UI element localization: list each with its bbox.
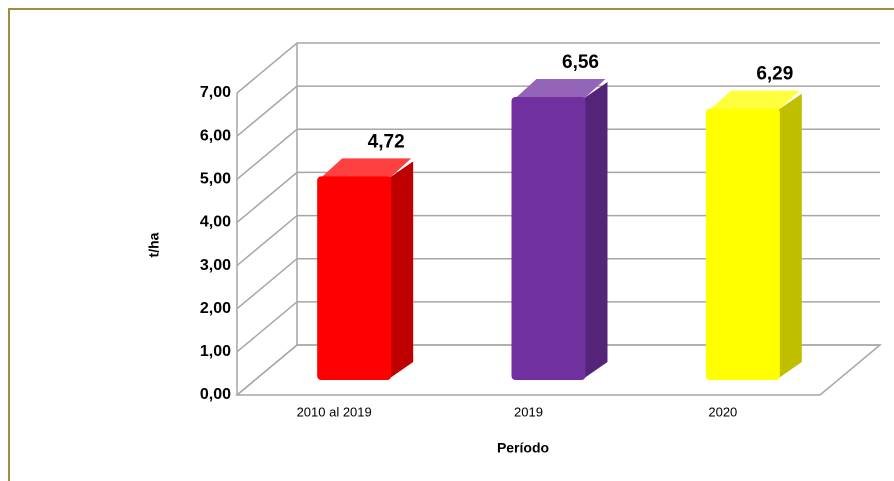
bar <box>705 90 802 380</box>
bar-side <box>387 161 414 380</box>
grid-line <box>236 214 880 267</box>
y-tick-label: 7,00 <box>200 84 231 101</box>
grid-line <box>236 128 880 180</box>
bar <box>511 78 608 381</box>
bar-top <box>708 90 800 111</box>
bar-top <box>514 78 606 99</box>
grid-line <box>236 257 880 310</box>
y-axis-title: t/ha <box>146 232 162 257</box>
x-tick-label: 2019 <box>514 404 543 419</box>
y-tick-label: 3,00 <box>200 257 231 274</box>
value-label: 6,56 <box>562 52 599 73</box>
x-tick-label: 2010 al 2019 <box>297 404 372 419</box>
grid-line <box>236 344 880 396</box>
grid-line <box>236 85 880 137</box>
y-tick-label: 5,00 <box>200 171 231 188</box>
grid-line <box>236 171 880 224</box>
bar-front <box>317 176 392 380</box>
y-tick-label: 4,00 <box>200 214 231 231</box>
bar-front <box>705 108 780 380</box>
y-tick-label: 0,00 <box>200 386 231 403</box>
grid-line <box>236 42 880 94</box>
y-tick-label: 2,00 <box>200 300 231 317</box>
y-tick-label: 1,00 <box>200 343 231 360</box>
bar <box>317 158 414 380</box>
bar-side <box>775 93 802 380</box>
bar-front <box>511 96 586 381</box>
x-axis-title: Período <box>497 440 549 456</box>
bar-top <box>320 158 412 179</box>
value-label: 4,72 <box>368 131 405 152</box>
value-label: 6,29 <box>756 64 793 85</box>
grid-line <box>236 301 880 353</box>
bar-side <box>581 81 608 381</box>
x-tick-label: 2020 <box>708 404 737 419</box>
y-tick-label: 6,00 <box>200 127 231 144</box>
